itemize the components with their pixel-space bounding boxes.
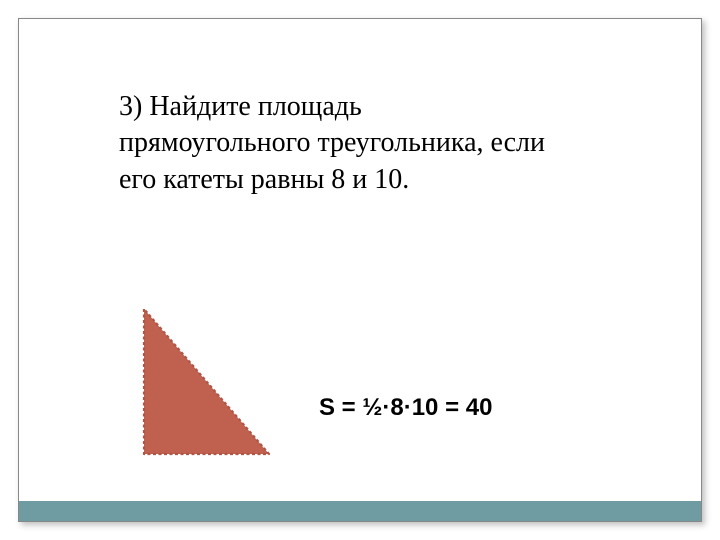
triangle-figure <box>134 304 274 459</box>
slide-frame: 3) Найдите площадь прямоугольного треуго… <box>18 18 702 522</box>
bottom-accent-bar <box>19 501 701 521</box>
triangle-shape <box>144 309 269 454</box>
problem-text: 3) Найдите площадь прямоугольного треуго… <box>119 89 549 198</box>
formula-text: S = ½·8·10 = 40 <box>319 394 492 422</box>
triangle-svg <box>134 304 274 459</box>
